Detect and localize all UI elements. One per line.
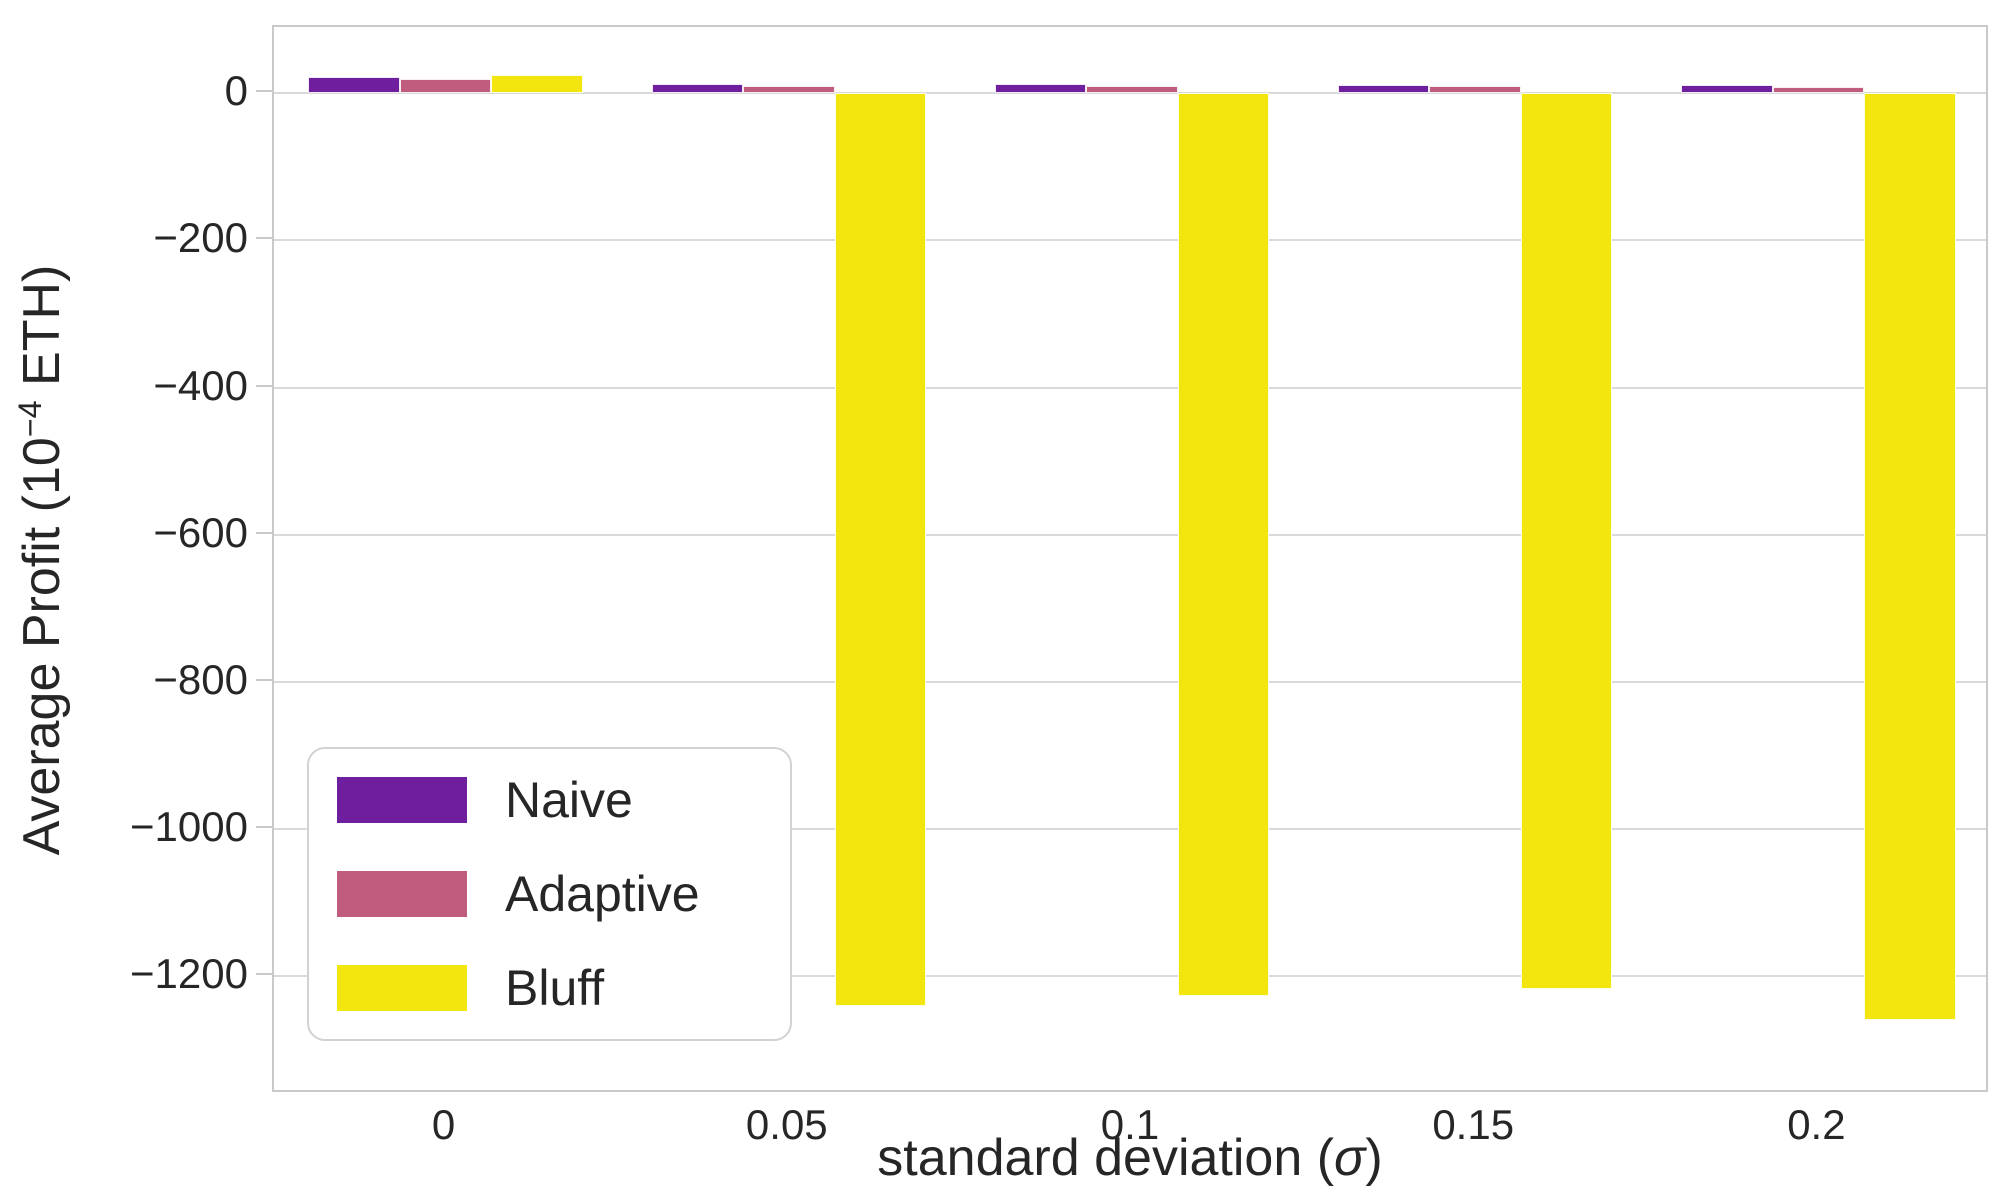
bar-naive-0.1 — [994, 84, 1087, 94]
legend-swatch-naive — [337, 777, 467, 823]
bar-bluff-0 — [491, 74, 583, 94]
y-axis-label-prefix: Average Profit (10 — [13, 437, 71, 856]
y-axis-tick-mark — [256, 237, 272, 240]
x-axis-label-prefix: standard deviation ( — [877, 1129, 1335, 1187]
bar-bluff-0.2 — [1864, 93, 1956, 1021]
x-axis-tick-label: 0.2 — [1787, 1101, 1846, 1148]
bar-bluff-0.05 — [834, 93, 927, 1006]
y-axis-tick-label: 0 — [224, 67, 248, 115]
x-axis-tick-label: 0.1 — [1100, 1101, 1160, 1148]
legend-item-adaptive: Adaptive — [337, 869, 762, 919]
legend-swatch-adaptive — [337, 871, 467, 917]
y-axis-tick-mark — [256, 973, 272, 976]
y-axis-tick-mark — [256, 826, 272, 829]
legend-label-adaptive: Adaptive — [505, 866, 700, 922]
bar-adaptive-0.1 — [1086, 85, 1178, 94]
bar-bluff-0.15 — [1520, 93, 1613, 990]
y-axis-tick-label: −200 — [153, 214, 248, 262]
bar-naive-0.15 — [1337, 85, 1430, 94]
gridline-−200 — [274, 239, 1986, 242]
gridline-−1000 — [274, 828, 1986, 831]
legend-label-bluff: Bluff — [505, 960, 605, 1016]
y-axis-tick-mark — [256, 678, 272, 681]
gridline-−800 — [274, 680, 1986, 683]
x-axis-tick-label: 0.05 — [745, 1101, 828, 1148]
y-axis-tick-mark — [256, 90, 272, 93]
legend-swatch-bluff — [337, 965, 467, 1011]
bar-adaptive-0.05 — [743, 85, 835, 94]
y-axis-tick-label: −1200 — [130, 950, 248, 998]
bar-adaptive-0.2 — [1772, 86, 1865, 94]
x-axis-tick-label: 0 — [431, 1101, 456, 1148]
gridline-−600 — [274, 533, 1986, 536]
legend-label-naive: Naive — [505, 772, 633, 828]
y-axis-tick-mark — [256, 384, 272, 387]
bar-naive-0 — [308, 77, 400, 94]
gridline-−1200 — [274, 975, 1986, 978]
y-axis-tick-mark — [256, 531, 272, 534]
bar-naive-0.05 — [651, 84, 744, 94]
bar-bluff-0.1 — [1177, 93, 1270, 997]
x-axis-label-suffix: ) — [1365, 1129, 1383, 1187]
legend-item-bluff: Bluff — [337, 963, 762, 1013]
x-axis-label: standard deviation (σ) — [877, 1128, 1382, 1188]
y-axis-tick-label: −800 — [153, 655, 248, 703]
x-axis-tick-label: 0.15 — [1432, 1101, 1515, 1148]
bar-naive-0.2 — [1681, 85, 1773, 94]
gridline-0 — [274, 92, 1986, 95]
y-axis-tick-label: −1000 — [130, 803, 248, 851]
legend-item-naive: Naive — [337, 775, 762, 825]
sigma-symbol: σ — [1334, 1129, 1366, 1187]
y-axis-tick-label: −600 — [153, 508, 248, 556]
y-axis-tick-label: −400 — [153, 361, 248, 409]
legend: Naive Adaptive Bluff — [307, 747, 792, 1041]
bar-adaptive-0.15 — [1429, 85, 1521, 94]
plot-area: Naive Adaptive Bluff — [272, 25, 1988, 1092]
bar-adaptive-0 — [399, 79, 492, 94]
gridline-−400 — [274, 386, 1986, 389]
y-axis-label: Average Profit (10−4 ETH) — [12, 265, 72, 856]
